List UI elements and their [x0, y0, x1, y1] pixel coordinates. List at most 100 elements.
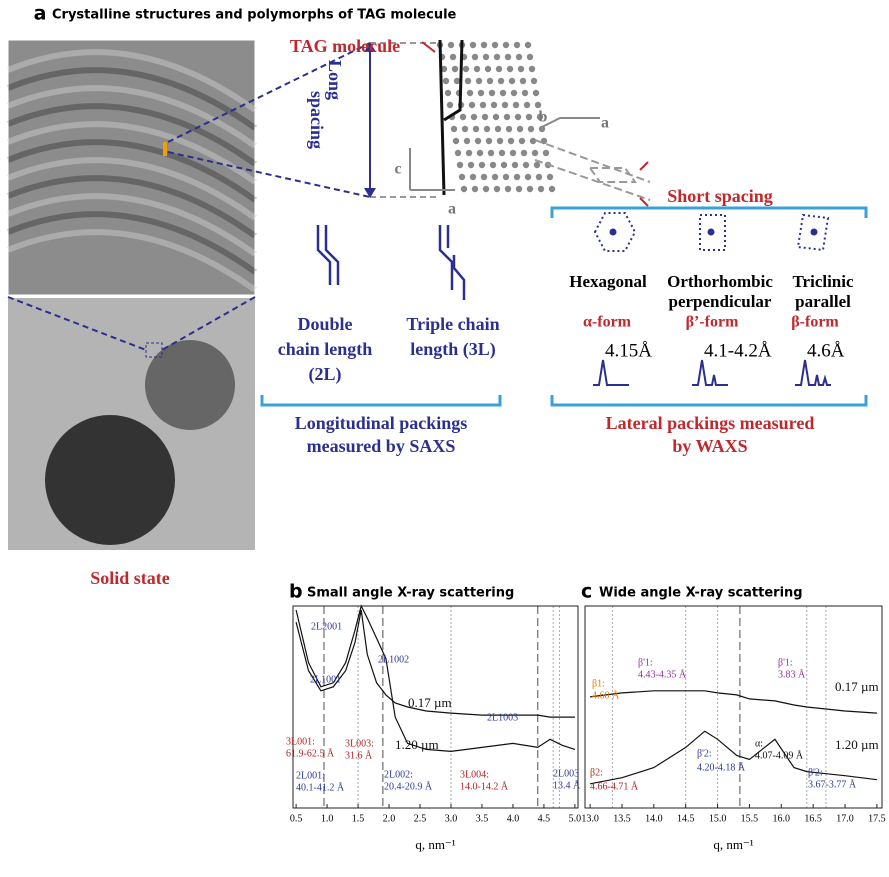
label: spacing	[307, 91, 327, 149]
atom	[503, 42, 509, 48]
x-tick-label: 15.5	[741, 813, 759, 824]
peak-icon	[593, 360, 629, 385]
series-label: 0.17 µm	[835, 679, 879, 694]
atom	[468, 162, 474, 168]
atom	[521, 150, 527, 156]
chain-icon	[440, 225, 464, 300]
series-line	[590, 691, 877, 713]
atom	[469, 102, 475, 108]
annotation: 4.60 Å	[592, 689, 620, 701]
atom	[466, 150, 472, 156]
atom	[476, 78, 482, 84]
series-label: 1.20 µm	[395, 737, 439, 752]
atom	[462, 126, 468, 132]
annotation: 2L001:	[296, 770, 325, 781]
x-tick-label: 14.5	[677, 813, 695, 824]
chain-icon	[318, 225, 338, 285]
atom	[447, 102, 453, 108]
atom	[463, 66, 469, 72]
panel-letter: c	[581, 581, 592, 603]
atom	[527, 54, 533, 60]
label: perpendicular	[669, 292, 772, 311]
x-tick-label: 14.0	[645, 813, 663, 824]
annotation: 61.9-62.5 Å	[286, 747, 335, 759]
atom	[533, 90, 539, 96]
label: 4.1-4.2Å	[704, 340, 772, 361]
series-label: 0.17 µm	[408, 695, 452, 710]
annotation: 2L2001	[311, 621, 342, 632]
atom	[513, 102, 519, 108]
annotation: 2L1001	[310, 674, 341, 685]
atom	[515, 114, 521, 120]
atom	[525, 174, 531, 180]
label: Solid state	[90, 568, 170, 588]
atom	[494, 54, 500, 60]
orange-marker	[163, 142, 167, 156]
atom	[536, 174, 542, 180]
atom	[547, 174, 553, 180]
atom	[487, 78, 493, 84]
annotation: 31.6 Å	[345, 749, 373, 761]
atom	[481, 174, 487, 180]
annotation: 3L003:	[345, 738, 374, 749]
atom	[474, 66, 480, 72]
series-label: 1.20 µm	[835, 737, 879, 752]
atom	[526, 114, 532, 120]
annotation: β2:	[590, 767, 603, 778]
x-axis-label: q, nm⁻¹	[415, 837, 455, 852]
atom	[509, 78, 515, 84]
atom	[461, 186, 467, 192]
atom	[450, 54, 456, 60]
atom	[505, 186, 511, 192]
atom	[460, 114, 466, 120]
atom	[482, 114, 488, 120]
short-arrows	[640, 162, 648, 206]
x-tick-label: 17.0	[836, 813, 854, 824]
x-tick-label: 13.0	[581, 813, 599, 824]
atom	[543, 150, 549, 156]
label: Triclinic	[792, 272, 854, 291]
x-tick-label: 1.5	[352, 813, 365, 824]
x-tick-label: 5.0	[569, 813, 582, 824]
atom	[489, 90, 495, 96]
x-tick-label: 4.0	[507, 813, 520, 824]
particle	[145, 340, 235, 430]
annotation: 3.83 Å	[778, 668, 806, 680]
annotation: 2L002:	[384, 769, 413, 780]
annotation: β'1:	[638, 657, 653, 668]
label: length (3L)	[410, 339, 496, 360]
atom	[457, 162, 463, 168]
atom	[496, 66, 502, 72]
label: chain length	[278, 339, 373, 359]
atom	[549, 186, 555, 192]
label: a	[601, 115, 609, 132]
annotation: 3L004:	[460, 769, 489, 780]
atom	[453, 138, 459, 144]
x-tick-label: 16.5	[804, 813, 822, 824]
atom	[507, 66, 513, 72]
label: (2L)	[309, 364, 342, 385]
atom	[535, 102, 541, 108]
atom	[516, 186, 522, 192]
label: Hexagonal	[569, 272, 647, 291]
atom	[481, 42, 487, 48]
atom	[506, 126, 512, 132]
atom	[517, 126, 523, 132]
atom	[485, 66, 491, 72]
label: Longitudinal packings	[295, 413, 468, 433]
chart-title: Small angle X-ray scattering	[307, 586, 514, 601]
atom	[491, 102, 497, 108]
series-line	[590, 731, 877, 784]
x-tick-label: 2.5	[414, 813, 427, 824]
atom	[448, 42, 454, 48]
x-tick-label: 0.5	[290, 813, 303, 824]
annotation: 14.0-14.2 Å	[460, 780, 509, 792]
atom	[504, 114, 510, 120]
atom	[455, 150, 461, 156]
atom	[494, 186, 500, 192]
atom	[514, 174, 520, 180]
x-axis-label: q, nm⁻¹	[713, 837, 753, 852]
label: Triple chain	[406, 314, 499, 334]
label: Long	[325, 60, 345, 100]
atom	[528, 126, 534, 132]
